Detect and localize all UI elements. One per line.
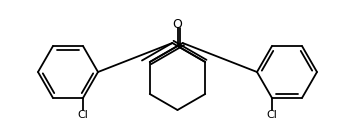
Text: Cl: Cl	[77, 110, 88, 120]
Text: Cl: Cl	[267, 110, 278, 120]
Text: O: O	[173, 18, 182, 31]
